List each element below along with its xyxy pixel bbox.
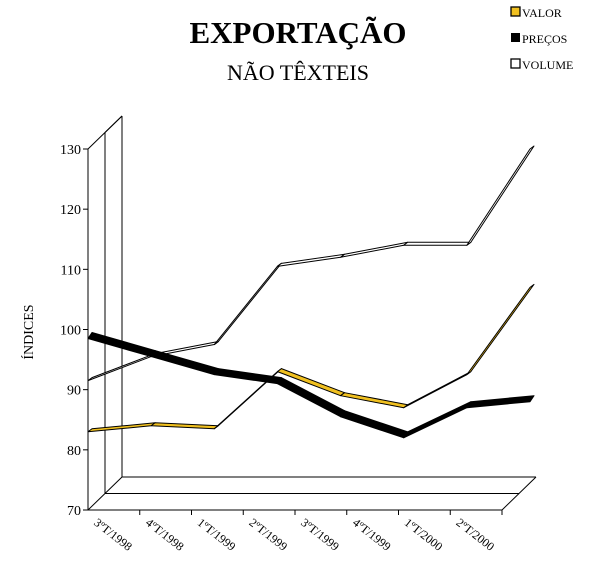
legend-swatch: [511, 33, 520, 42]
series-segment-volume: [276, 253, 346, 267]
wall-top-cap: [104, 115, 123, 133]
legend-label: VOLUME: [522, 58, 573, 72]
legend: VALOR PREÇOS VOLUME: [510, 6, 573, 72]
y-tick-label: 130: [60, 143, 81, 158]
y-tick-label: 80: [67, 444, 81, 459]
series-segment-valor: [466, 283, 535, 376]
series-segment-volume: [340, 241, 409, 258]
plot-frame: [87, 115, 537, 511]
chart-title: EXPORTAÇÃO: [189, 15, 406, 50]
series-segment-valor: [150, 422, 219, 430]
legend-swatch: [510, 6, 521, 17]
y-tick-label: 110: [61, 263, 81, 278]
x-tick-label: 2ºT/2000: [454, 515, 498, 553]
series-segment-preços: [340, 410, 409, 439]
series-segment-preços: [213, 368, 282, 385]
x-axis-ticks: 3ºT/1998 4ºT/1998 1ºT/1999 2ºT/1999 3ºT/1999…: [91, 510, 503, 554]
series-segment-valor: [340, 392, 409, 409]
y-tick-label: 100: [60, 324, 81, 339]
x-tick-label: 2ºT/1999: [247, 515, 291, 553]
legend-label: PREÇOS: [522, 32, 567, 46]
chart-subtitle: NÃO TÊXTEIS: [227, 60, 369, 85]
x-tick-label: 1ºT/1999: [195, 515, 239, 553]
series-segment-volume: [466, 145, 535, 246]
series-segment-volume: [403, 241, 472, 246]
y-tick-label: 70: [67, 504, 81, 519]
series-segment-preços: [466, 395, 535, 409]
y-tick-label: 90: [67, 384, 81, 399]
y-axis-ticks: 70 80 90 100 110 120 130: [60, 143, 88, 519]
series-segment-preços: [403, 401, 472, 439]
x-tick-label: 4ºT/1999: [350, 515, 394, 553]
y-tick-label: 120: [60, 203, 81, 218]
series-segment-valor: [403, 371, 472, 409]
legend-swatch: [510, 58, 521, 69]
x-tick-label: 3ºT/1998: [91, 515, 135, 553]
x-tick-label: 4ºT/1998: [143, 515, 187, 553]
series-segment-preços: [150, 350, 219, 376]
series-segment-volume: [213, 262, 282, 346]
series-lines: [87, 145, 535, 439]
x-tick-label: 3ºT/1999: [298, 515, 342, 553]
y-axis-label: ÍNDICES: [20, 304, 37, 359]
x-tick-label: 1ºT/2000: [402, 515, 446, 553]
legend-label: VALOR: [522, 6, 562, 20]
